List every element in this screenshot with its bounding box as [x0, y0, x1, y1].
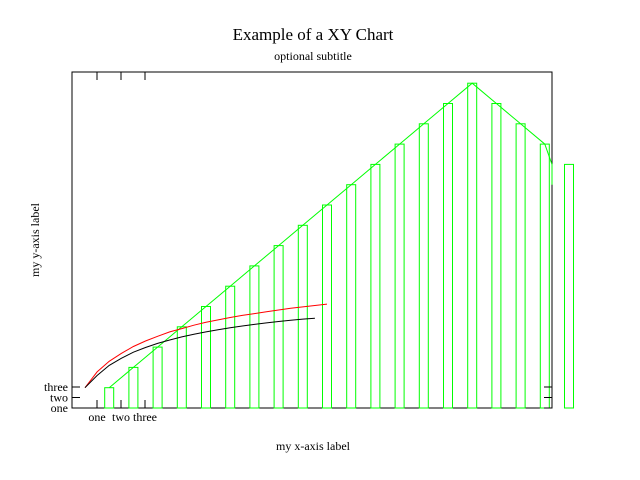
chart-title: Example of a XY Chart: [233, 25, 394, 44]
series-line-3: [84, 303, 328, 389]
bar-1: [104, 387, 115, 409]
bar-8: [273, 245, 284, 409]
bar-16: [467, 82, 478, 409]
bar-3: [152, 346, 163, 409]
bar-14: [418, 123, 429, 409]
x-tick-label-2: two: [112, 410, 130, 424]
bar-17: [491, 103, 502, 409]
bar-12: [370, 163, 381, 409]
bar-4: [176, 326, 187, 409]
bar-6: [225, 285, 236, 409]
bar-15: [443, 103, 453, 409]
x-tick-label-1: one: [88, 410, 105, 424]
bar-10: [322, 204, 332, 409]
x-tick-label-3: three: [133, 410, 157, 424]
bar-11: [346, 184, 357, 409]
bar-20: [564, 163, 574, 409]
bar-18: [515, 123, 526, 409]
y-tick-label-2: two: [50, 391, 68, 405]
x-axis-label: my x-axis label: [276, 439, 351, 453]
series-line-2: [108, 82, 553, 389]
bar-series: [104, 82, 574, 409]
bar-7: [249, 265, 260, 409]
line-series: [84, 82, 553, 389]
bar-2: [128, 366, 139, 409]
y-axis-label: my y-axis label: [28, 202, 42, 277]
y-tick-label-3: three: [44, 380, 68, 394]
bar-13: [394, 143, 405, 409]
plot-area-frame: [71, 71, 553, 409]
bar-9: [297, 224, 308, 409]
bar-19: [539, 143, 550, 409]
chart-subtitle: optional subtitle: [274, 49, 352, 63]
series-line-4: [84, 317, 315, 389]
y-tick-label-1: one: [51, 401, 68, 415]
